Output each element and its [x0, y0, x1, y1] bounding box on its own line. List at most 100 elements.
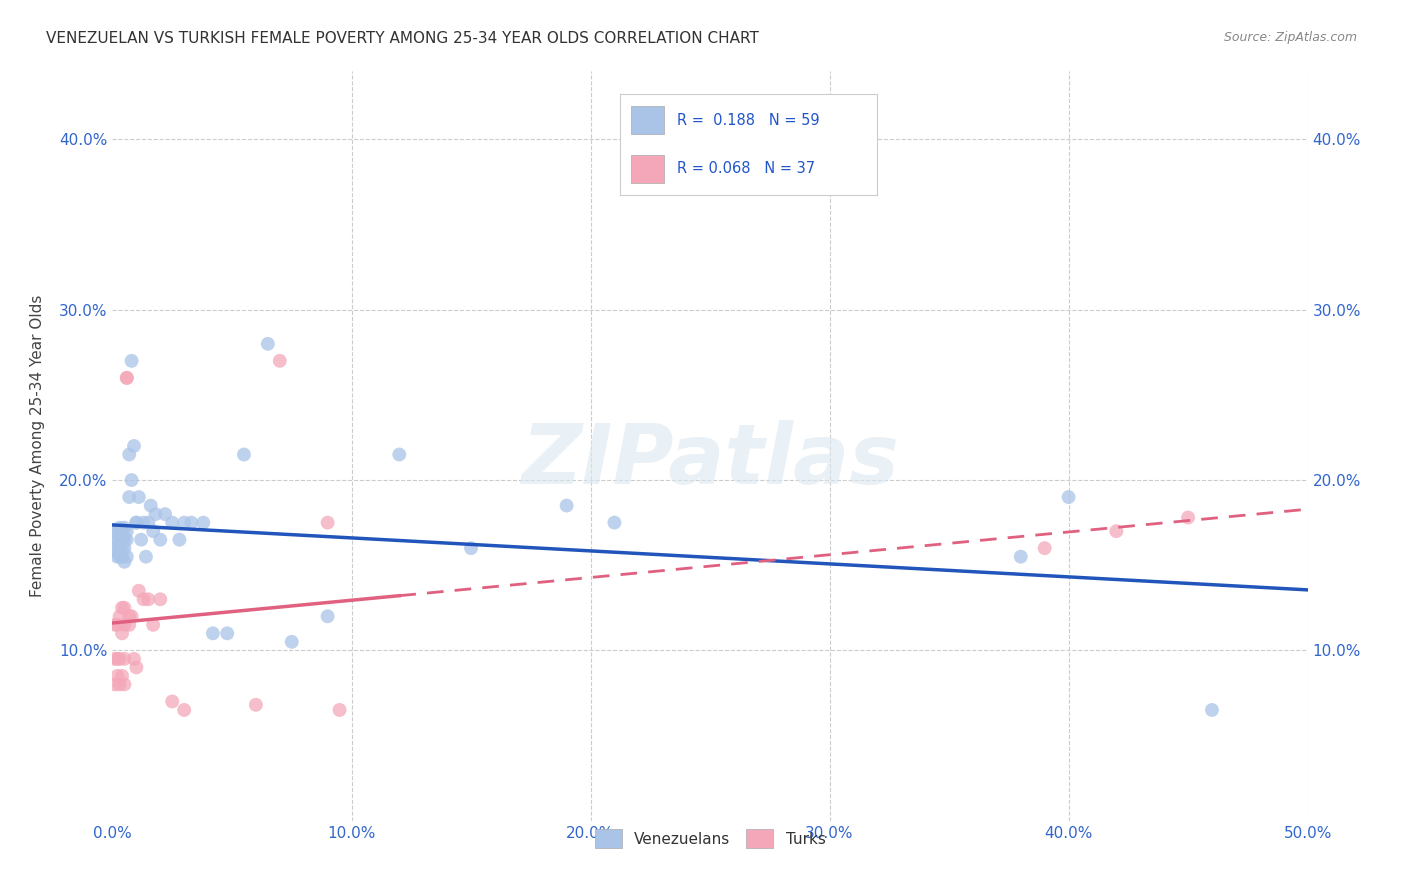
Point	[114, 600, 135, 615]
Y-axis label: Female Poverty Among 25-34 Year Olds: Female Poverty Among 25-34 Year Olds	[31, 295, 45, 597]
Point	[193, 516, 215, 530]
Point	[111, 549, 134, 564]
Point	[105, 652, 128, 666]
Point	[118, 490, 141, 504]
Point	[104, 677, 127, 691]
Point	[108, 549, 131, 564]
Point	[114, 541, 135, 556]
Text: Source: ZipAtlas.com: Source: ZipAtlas.com	[1223, 31, 1357, 45]
Point	[108, 521, 131, 535]
Point	[111, 600, 134, 615]
Point	[122, 652, 145, 666]
Point	[104, 544, 127, 558]
Point	[162, 516, 183, 530]
Text: ZIPatlas: ZIPatlas	[522, 420, 898, 501]
Point	[105, 669, 128, 683]
Point	[108, 677, 131, 691]
Point	[121, 473, 143, 487]
Point	[162, 694, 183, 708]
Point	[108, 527, 131, 541]
Point	[139, 499, 162, 513]
Point	[108, 538, 131, 552]
Point	[105, 549, 128, 564]
Point	[114, 652, 135, 666]
Point	[201, 626, 224, 640]
Point	[135, 549, 157, 564]
Point	[132, 516, 155, 530]
Point	[1105, 524, 1128, 538]
Point	[233, 448, 256, 462]
Point	[114, 555, 135, 569]
Point	[115, 524, 138, 538]
Point	[245, 698, 267, 712]
Point	[316, 516, 339, 530]
Point	[329, 703, 352, 717]
Point	[115, 549, 138, 564]
Point	[114, 617, 135, 632]
Point	[104, 533, 127, 547]
Point	[105, 544, 128, 558]
Point	[128, 583, 150, 598]
Point	[122, 439, 145, 453]
Point	[121, 609, 143, 624]
Point	[388, 448, 411, 462]
Point	[153, 507, 176, 521]
Point	[1177, 510, 1199, 524]
Point	[603, 516, 626, 530]
Point	[118, 609, 141, 624]
Point	[115, 371, 138, 385]
Point	[142, 524, 165, 538]
Point	[118, 448, 141, 462]
Point	[104, 652, 127, 666]
Point	[138, 516, 160, 530]
Point	[145, 507, 167, 521]
Point	[104, 617, 127, 632]
Point	[111, 549, 134, 564]
Point	[169, 533, 191, 547]
Point	[1010, 549, 1032, 564]
Point	[173, 516, 195, 530]
Point	[115, 533, 138, 547]
Point	[149, 592, 172, 607]
Point	[108, 541, 131, 556]
Point	[115, 371, 138, 385]
Point	[105, 533, 128, 547]
Text: VENEZUELAN VS TURKISH FEMALE POVERTY AMONG 25-34 YEAR OLDS CORRELATION CHART: VENEZUELAN VS TURKISH FEMALE POVERTY AMO…	[46, 31, 759, 46]
Point	[105, 617, 128, 632]
Point	[257, 336, 280, 351]
Point	[132, 592, 155, 607]
Point	[111, 524, 134, 538]
Point	[129, 533, 152, 547]
Point	[125, 516, 148, 530]
Point	[118, 617, 141, 632]
Point	[128, 490, 150, 504]
Point	[111, 626, 134, 640]
Point	[180, 516, 202, 530]
Point	[111, 541, 134, 556]
Point	[1057, 490, 1080, 504]
Point	[108, 652, 131, 666]
Point	[173, 703, 195, 717]
Point	[555, 499, 578, 513]
Point	[114, 677, 135, 691]
Point	[108, 609, 131, 624]
Point	[316, 609, 339, 624]
Point	[125, 516, 148, 530]
Point	[1033, 541, 1056, 556]
Point	[111, 533, 134, 547]
Point	[105, 524, 128, 538]
Point	[114, 533, 135, 547]
Point	[269, 354, 291, 368]
Point	[138, 592, 160, 607]
Point	[142, 617, 165, 632]
Point	[281, 635, 304, 649]
Point	[149, 533, 172, 547]
Legend: Venezuelans, Turks: Venezuelans, Turks	[589, 823, 831, 855]
Point	[111, 669, 134, 683]
Point	[460, 541, 482, 556]
Point	[114, 521, 135, 535]
Point	[1201, 703, 1223, 717]
Point	[217, 626, 239, 640]
Point	[121, 354, 143, 368]
Point	[125, 660, 148, 674]
